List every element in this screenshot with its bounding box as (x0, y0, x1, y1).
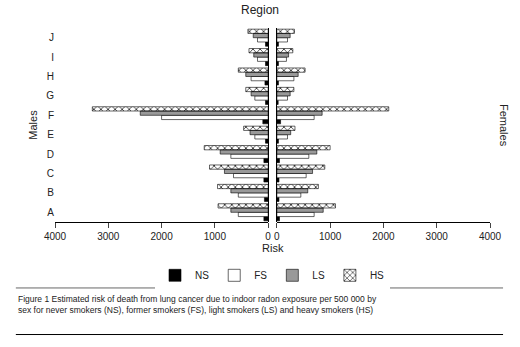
svg-text:B: B (47, 187, 54, 198)
svg-text:2000: 2000 (150, 231, 173, 242)
svg-text:2000: 2000 (372, 231, 395, 242)
svg-text:FS: FS (254, 270, 267, 281)
svg-text:F: F (48, 110, 54, 121)
svg-text:Figure 1 Estimated risk of dea: Figure 1 Estimated risk of death from lu… (18, 294, 377, 315)
svg-text:J: J (49, 32, 54, 43)
svg-text:NS: NS (195, 270, 209, 281)
svg-text:HS: HS (370, 270, 384, 281)
svg-text:I: I (51, 52, 54, 63)
svg-text:1000: 1000 (204, 231, 227, 242)
svg-text:Risk: Risk (262, 242, 284, 254)
svg-text:4000: 4000 (479, 231, 502, 242)
svg-text:H: H (47, 71, 54, 82)
svg-text:A: A (47, 207, 54, 218)
svg-text:E: E (47, 129, 54, 140)
svg-text:D: D (47, 149, 54, 160)
svg-text:C: C (47, 168, 54, 179)
svg-text:G: G (46, 90, 54, 101)
svg-text:4000: 4000 (44, 231, 67, 242)
svg-text:0: 0 (274, 231, 280, 242)
svg-text:Males: Males (27, 110, 39, 140)
svg-text:0: 0 (265, 231, 271, 242)
svg-text:Females: Females (498, 104, 510, 147)
svg-text:3000: 3000 (426, 231, 449, 242)
svg-text:LS: LS (312, 270, 325, 281)
svg-text:Region: Region (241, 3, 279, 17)
svg-text:1000: 1000 (319, 231, 342, 242)
svg-text:3000: 3000 (97, 231, 120, 242)
